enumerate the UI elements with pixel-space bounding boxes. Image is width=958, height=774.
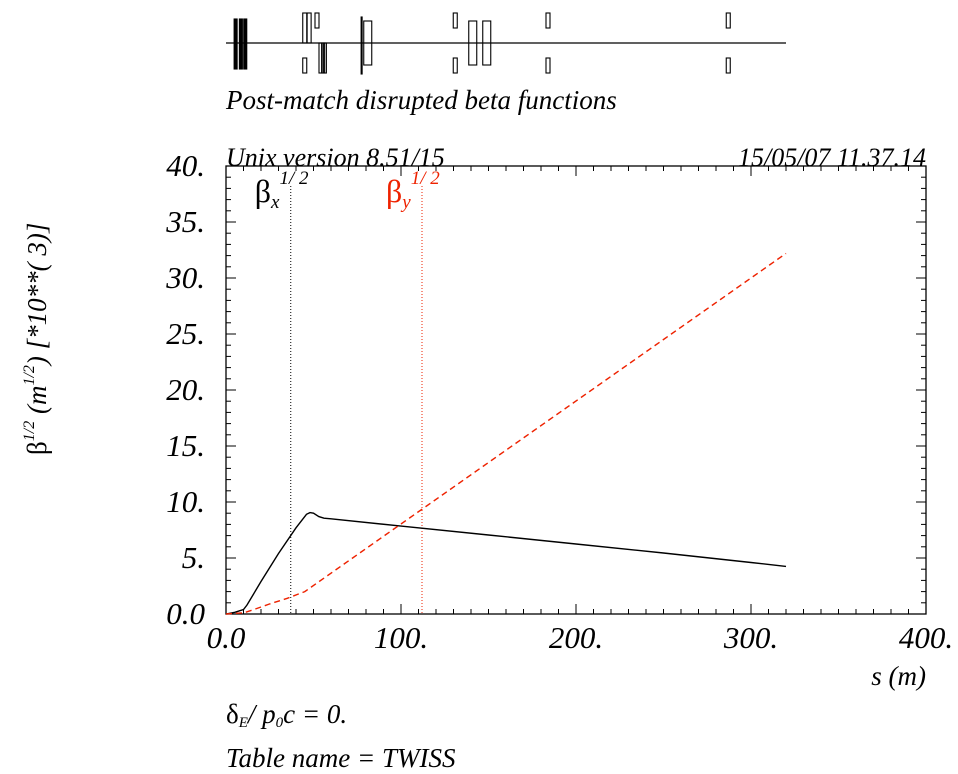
lattice-element	[322, 42, 327, 74]
version-label: Unix version 8.51/15	[226, 143, 445, 172]
y-axis-label: β1/2 (m1/2) [*10**( 3)]	[21, 223, 52, 455]
lattice-element	[238, 18, 243, 70]
y-tick-label: 40.	[166, 148, 205, 183]
series-beta-y	[225, 252, 787, 615]
y-tick-label: 20.	[166, 372, 205, 407]
y-tick-label: 5.	[182, 540, 205, 575]
x-tick-label: 0.0	[207, 620, 246, 655]
lattice-element	[452, 57, 458, 74]
lattice-element	[468, 20, 478, 66]
lattice-element	[302, 57, 308, 74]
svg-text:β1/2 (m1/2) [*10**( 3)]: β1/2 (m1/2) [*10**( 3)]	[21, 223, 52, 455]
x-tick-label: 300.	[723, 620, 778, 655]
series-group	[225, 252, 787, 615]
axes: 0.0 100. 200. 300. 400. 0.0 5. 10. 15. 20. 25. 30. 3…	[165, 148, 953, 655]
legend-label: βy1/ 2	[386, 168, 440, 213]
x-axis-label: s (m)	[871, 661, 926, 691]
lattice-element	[360, 16, 363, 75]
delta-label: δE/ p0c = 0.	[226, 699, 347, 731]
y-tick-label: 0.0	[166, 596, 205, 631]
lattice-element	[233, 18, 238, 70]
svg-text:δE/ p0c = 0.: δE/ p0c = 0.	[226, 699, 347, 731]
lattice-element	[314, 12, 320, 29]
lattice-element	[482, 20, 492, 66]
legend: βx1/ 2 βy1/ 2	[255, 168, 440, 614]
table-name-label: Table name = TWISS	[226, 743, 456, 773]
plot-frame	[225, 165, 927, 615]
y-tick-label: 10.	[166, 484, 205, 519]
timestamp-label: 15/05/07 11.37.14	[738, 143, 926, 172]
lattice-element	[725, 12, 731, 29]
lattice-element	[363, 20, 373, 66]
lattice-element	[306, 12, 312, 44]
legend-label: βx1/ 2	[255, 168, 309, 213]
y-tick-label: 15.	[166, 428, 205, 463]
series-beta-x	[225, 511, 787, 615]
x-tick-label: 100.	[374, 620, 428, 655]
lattice-element	[452, 12, 458, 29]
x-tick-label: 400.	[899, 620, 953, 655]
lattice-element	[243, 18, 248, 70]
x-tick-label: 200.	[549, 620, 603, 655]
lattice-element	[725, 57, 731, 74]
lattice-element	[545, 57, 551, 74]
y-tick-label: 35.	[165, 204, 205, 239]
y-tick-label: 30.	[165, 260, 205, 295]
y-tick-label: 25.	[166, 316, 205, 351]
plot-title: Post-match disrupted beta functions	[225, 85, 617, 115]
lattice-layout	[226, 12, 786, 75]
lattice-element	[302, 12, 308, 44]
lattice-element	[545, 12, 551, 29]
